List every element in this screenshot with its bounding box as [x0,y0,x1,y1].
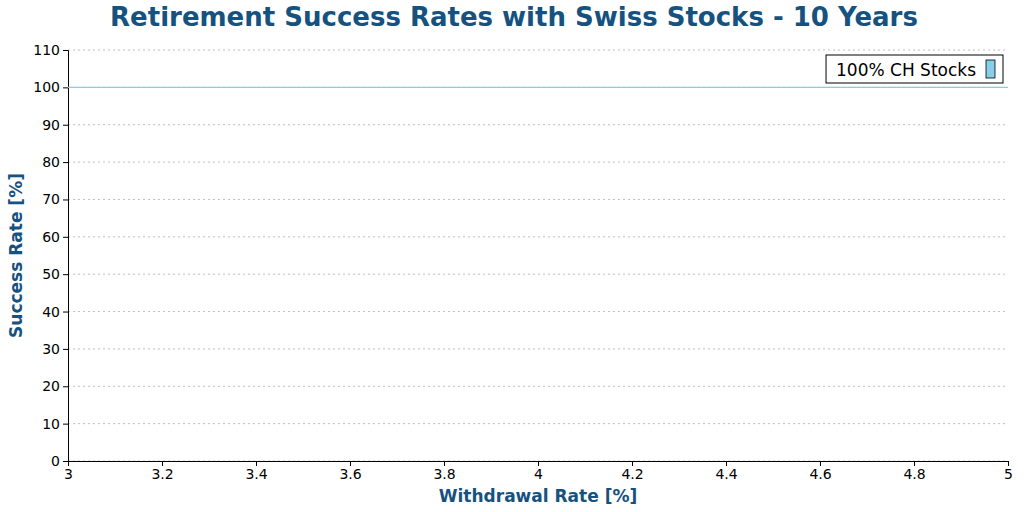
tick-mark [63,50,68,51]
tick-mark [63,87,68,88]
grid-line [68,386,1008,387]
tick-label: 90 [42,117,60,133]
plot-area [68,87,1008,88]
chart: 33.23.43.63.844.24.44.64.850102030405060… [0,0,1024,512]
tick-label: 40 [42,304,60,320]
grid-line [68,236,1008,237]
tick-mark [63,125,68,126]
tick-mark [63,162,68,163]
tick-label: 10 [42,416,60,432]
tick: 4.4 [715,461,737,482]
grid-line [68,274,1008,275]
tick-mark [63,199,68,200]
grid-line [68,423,1008,424]
tick-mark [63,312,68,313]
tick-label: 4.4 [715,466,737,482]
tick: 40 [42,304,68,320]
tick: 4.8 [903,461,925,482]
tick-label: 4 [534,466,543,482]
tick: 70 [42,191,68,207]
tick: 0 [51,453,68,469]
title: Retirement Success Rates with Swiss Stoc… [110,2,918,32]
tick-label: 70 [42,191,60,207]
tick: 5 [1004,461,1013,482]
grid-line [68,311,1008,312]
tick-label: 50 [42,266,60,282]
series-line [68,87,1008,88]
tick: 4 [534,461,543,482]
legend-swatch [986,60,995,78]
tick-label: 4.8 [903,466,925,482]
grid-line [68,50,1008,51]
tick-mark [63,386,68,387]
tick-label: 3 [64,466,73,482]
tick-label: 80 [42,154,60,170]
legend-label: 100% CH Stocks [836,60,976,80]
tick-mark [63,237,68,238]
tick: 10 [42,416,68,432]
tick-label: 110 [33,42,60,58]
tick: 50 [42,266,68,282]
tick: 3.4 [245,461,267,482]
tick-label: 100 [33,79,60,95]
tick-mark [63,274,68,275]
legend: 100% CH Stocks [826,55,1003,83]
tick: 80 [42,154,68,170]
tick: 4.2 [621,461,643,482]
tick-label: 0 [51,453,60,469]
tick-label: 20 [42,378,60,394]
tick: 3.6 [339,461,361,482]
tick-mark [63,424,68,425]
y-axis: 0 10 20 30 40 50 60 70 80 90 100 110 [33,42,68,469]
grid-line [68,348,1008,349]
tick: 20 [42,378,68,394]
x-axis-title: Withdrawal Rate [%] [439,486,637,506]
tick-label: 3.8 [433,466,455,482]
tick-label: 3.2 [151,466,173,482]
tick: 30 [42,341,68,357]
tick: 3 [64,461,73,482]
x-axis: 3 3.2 3.4 3.6 3.8 4 4.2 4.4 4.6 4.8 5 [64,461,1013,482]
tick: 100 [33,79,68,95]
tick-label: 5 [1004,466,1013,482]
tick-label: 60 [42,229,60,245]
tick: 3.8 [433,461,455,482]
legend-box [826,55,1003,83]
grid-line [68,162,1008,163]
tick-label: 30 [42,341,60,357]
tick: 90 [42,117,68,133]
grid-line [68,87,1008,88]
tick-mark [63,349,68,350]
y-axis-title: Success Rate [%] [6,173,26,338]
tick-label: 3.6 [339,466,361,482]
tick-label: 4.6 [809,466,831,482]
tick: 60 [42,229,68,245]
grid-line [68,199,1008,200]
grid [68,50,1008,461]
grid-line [68,124,1008,125]
tick: 3.2 [151,461,173,482]
tick: 110 [33,42,68,58]
tick-mark [63,461,68,462]
axis-line [63,51,69,462]
tick-label: 3.4 [245,466,267,482]
tick: 4.6 [809,461,831,482]
tick-label: 4.2 [621,466,643,482]
